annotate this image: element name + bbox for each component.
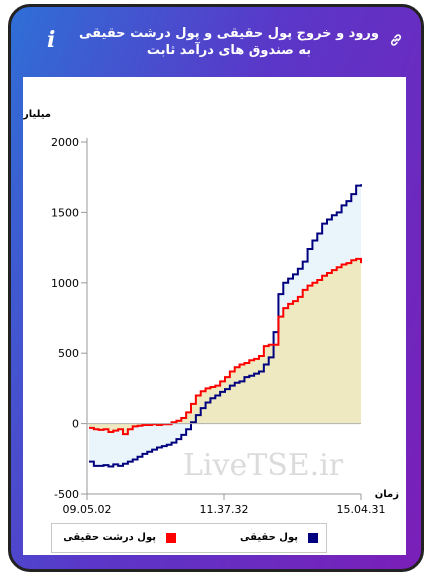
chart-plot: -500 0 500 1000 1500 2000 09.05.02 11.37.32 15.0…	[23, 109, 399, 516]
y-tick-label: 1000	[51, 277, 79, 290]
chart-title: ورود و خروج پول حقیقی و پول درشت حقیقی ب…	[79, 26, 379, 58]
legend-swatch-big-real-money	[166, 533, 176, 543]
y-tick-label: 0	[72, 418, 79, 431]
y-tick-label: 500	[58, 347, 79, 360]
chart-panel: -500 0 500 1000 1500 2000 09.05.02 11.37.32 15.0…	[23, 77, 406, 555]
info-icon[interactable]: i	[47, 27, 56, 53]
legend: پول حقیقی پول درشت حقیقی	[51, 523, 327, 553]
watermark: LiveTSE.ir	[183, 448, 344, 483]
series-line-big-real-money[interactable]	[89, 257, 362, 436]
x-tick-label: 15.04.31	[337, 503, 386, 516]
chart-card: i ورود و خروج پول حقیقی و پول درشت حقیقی…	[8, 4, 424, 572]
y-tick-label: 2000	[51, 136, 79, 149]
series-line-real-money[interactable]	[89, 184, 362, 468]
y-axis-label: میلیارد تومان	[23, 109, 51, 120]
card-header: i ورود و خروج پول حقیقی و پول درشت حقیقی…	[11, 7, 421, 75]
area-big-real-money	[89, 258, 361, 435]
y-tick-label: -500	[54, 488, 79, 501]
link-icon[interactable]	[389, 33, 403, 47]
x-axis-label: زمان	[375, 489, 399, 500]
y-tick-label: 1500	[51, 206, 79, 219]
x-tick-label: 11.37.32	[200, 503, 249, 516]
legend-label-real-money[interactable]: پول حقیقی	[240, 532, 298, 543]
x-tick-label: 09.05.02	[63, 503, 112, 516]
legend-swatch-real-money	[308, 533, 318, 543]
legend-label-big-real-money[interactable]: پول درشت حقیقی	[63, 532, 156, 543]
